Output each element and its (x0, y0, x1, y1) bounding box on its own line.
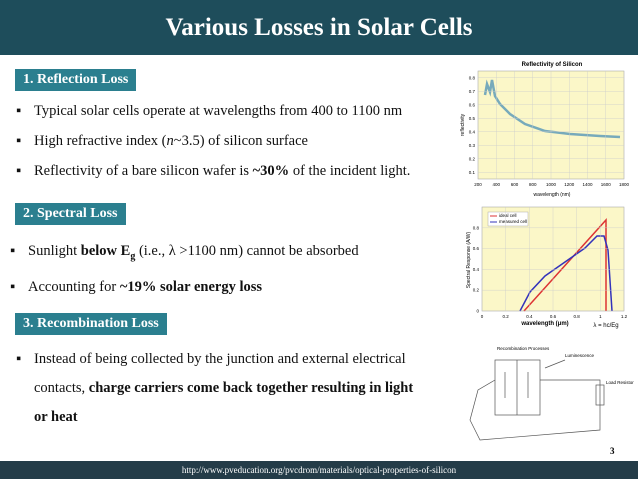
text: below E (80, 243, 131, 259)
text: Instead of being collected by the juncti… (34, 351, 406, 396)
x-tick-label: 1800 (619, 182, 630, 187)
text: Accounting for (28, 278, 120, 295)
footer: http://www.pveducation.org/pvcdrom/mater… (0, 461, 638, 479)
x-tick-label: 0.4 (526, 314, 533, 319)
section-label: 3. Recombination Loss (15, 313, 167, 335)
y-tick-label: 0.8 (469, 75, 476, 80)
section-label: 2. Spectral Loss (15, 203, 126, 225)
text: Sunlight (28, 243, 81, 259)
section-label: 1. Reflection Loss (15, 69, 137, 91)
bullet-list: Instead of being collected by the juncti… (14, 345, 414, 432)
y-axis-label: reflectivity (460, 113, 466, 136)
text: (i.e., λ >1100 nm) cannot be absorbed (135, 243, 359, 259)
x-tick-label: 1600 (601, 182, 612, 187)
y-tick-label: 0.7 (469, 89, 476, 94)
x-tick-label: 400 (492, 182, 500, 187)
bullet: Typical solar cells operate at wavelengt… (14, 96, 464, 126)
text: charge carriers come back together resul… (34, 380, 414, 425)
text: ~30% (252, 163, 290, 179)
text: ~3.5) of silicon surface (173, 133, 308, 149)
text: n (166, 133, 174, 149)
x-tick-label: 1 (599, 314, 602, 319)
bullet: Instead of being collected by the juncti… (14, 345, 414, 432)
bullet-list: Typical solar cells operate at wavelengt… (14, 96, 464, 186)
y-tick-label: 0.6 (473, 246, 480, 251)
y-tick-label: 0.4 (473, 267, 480, 272)
annotation: λ = hc/Eg (593, 323, 618, 329)
footer-url: http://www.pveducation.org/pvcdrom/mater… (181, 465, 457, 475)
header: Various Losses in Solar Cells (0, 0, 638, 55)
text: ~19% solar energy loss (119, 278, 263, 295)
y-tick-label: 0 (476, 309, 479, 314)
bullet: Sunlight below Eg (i.e., λ >1100 nm) can… (8, 236, 458, 272)
y-tick-label: 0.1 (469, 170, 476, 175)
x-tick-label: 200 (474, 182, 482, 187)
text: Reflectivity of a bare silicon wafer is (34, 163, 253, 179)
title: Various Losses in Solar Cells (165, 14, 473, 41)
y-tick-label: 0.8 (473, 225, 480, 230)
y-tick-label: 0.3 (469, 143, 476, 148)
circuit-diagram (469, 359, 605, 441)
bullet: Accounting for ~19% solar energy loss (8, 272, 458, 302)
x-tick-label: 1000 (546, 182, 557, 187)
bullet: High refractive index (n~3.5) of silicon… (14, 126, 464, 156)
x-tick-label: 0 (481, 314, 484, 319)
x-tick-label: 600 (511, 182, 519, 187)
diagram-label: Load Resistor (606, 380, 634, 385)
curve (483, 79, 621, 139)
x-tick-label: 0.2 (503, 314, 510, 319)
y-tick-label: 0.2 (473, 288, 480, 293)
x-tick-label: 1.2 (621, 314, 628, 319)
x-axis-label: wavelength (nm) (534, 192, 571, 198)
x-tick-label: 0.8 (574, 314, 581, 319)
y-tick-label: 0.5 (469, 116, 476, 121)
page-number: 3 (610, 446, 615, 456)
x-tick-label: 800 (529, 182, 537, 187)
x-axis-label: wavelength (μm) (520, 321, 568, 327)
x-tick-label: 1200 (564, 182, 575, 187)
text: g (130, 250, 136, 262)
y-tick-label: 0.6 (469, 102, 476, 107)
bullet-list: Sunlight below Eg (i.e., λ >1100 nm) can… (8, 236, 458, 302)
curve (523, 218, 607, 312)
x-tick-label: 1400 (582, 182, 593, 187)
bullet: Reflectivity of a bare silicon wafer is … (14, 156, 464, 186)
diagram-label: Recombination Processes (497, 346, 550, 351)
y-tick-label: 0.4 (469, 129, 476, 134)
y-axis-label: Spectral Response (A/W) (466, 231, 472, 288)
figure-title: Reflectivity of Silicon (522, 62, 583, 68)
diagram-label: Luminescence (565, 353, 595, 358)
legend-entry: measured cell (499, 219, 527, 224)
y-tick-label: 0.2 (469, 156, 476, 161)
text: High refractive index ( (34, 133, 167, 149)
text: Typical solar cells operate at wavelengt… (34, 103, 403, 119)
legend-entry: ideal cell (499, 213, 517, 218)
legend (487, 211, 529, 227)
x-tick-label: 0.6 (550, 314, 557, 319)
curve (519, 235, 613, 312)
text: of the incident light. (289, 163, 411, 179)
